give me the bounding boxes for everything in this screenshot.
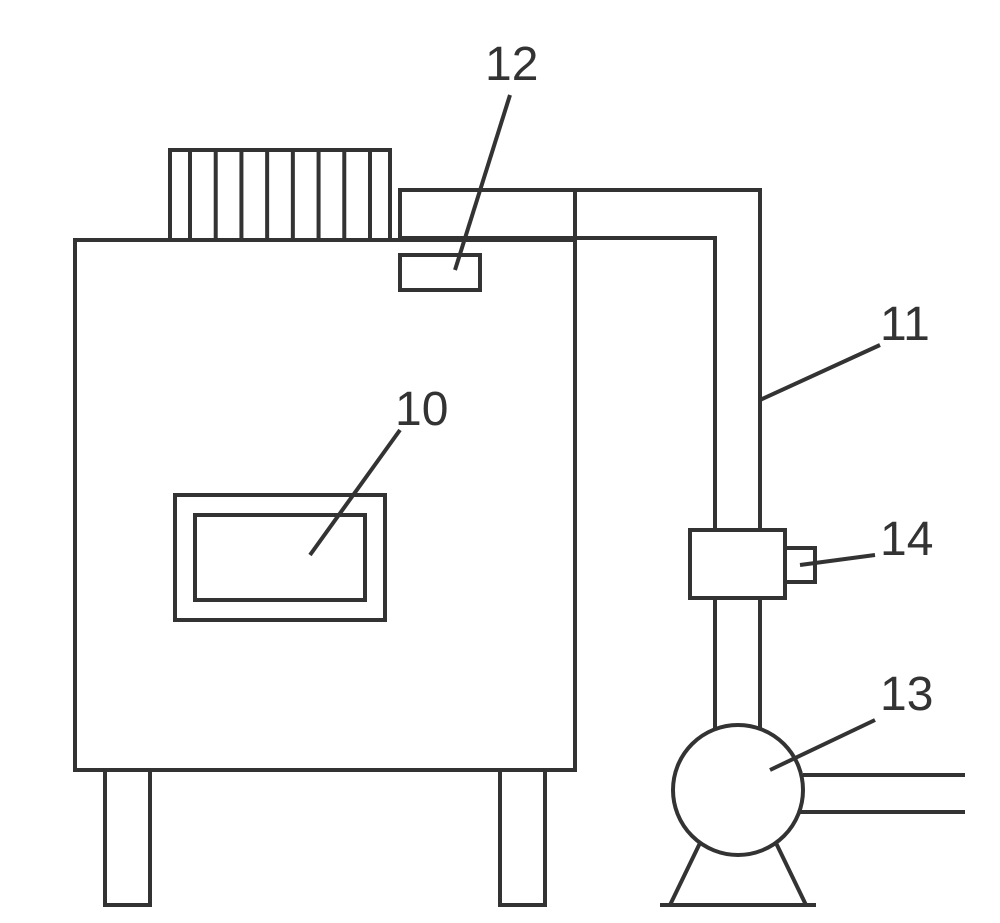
pipe-outer xyxy=(575,190,760,770)
inlet-block xyxy=(400,255,480,290)
label-14: 14 xyxy=(880,513,933,566)
window-inner xyxy=(195,515,365,600)
leg-left xyxy=(105,770,150,905)
label-12: 12 xyxy=(485,38,538,91)
label-10: 10 xyxy=(395,383,448,436)
pipe-hood xyxy=(400,190,575,238)
pump-base-line xyxy=(776,843,806,905)
pipe-inner xyxy=(575,238,715,770)
pump-base-line xyxy=(670,843,700,905)
pump-circle xyxy=(673,725,803,855)
top-unit xyxy=(170,150,390,240)
label-11: 11 xyxy=(880,298,930,351)
valve-body xyxy=(690,530,785,598)
leader-11 xyxy=(760,345,880,400)
leg-right xyxy=(500,770,545,905)
label-13: 13 xyxy=(880,668,933,721)
